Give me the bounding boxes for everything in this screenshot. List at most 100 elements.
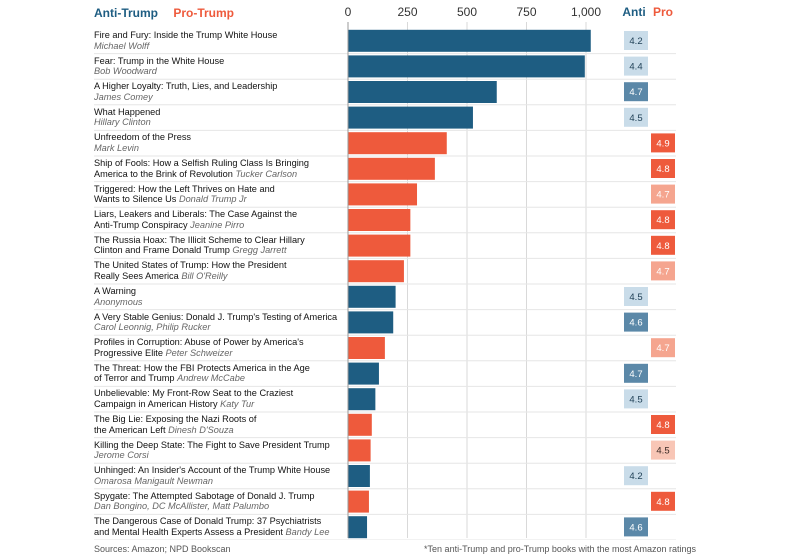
book-title-line2: Anti-Trump Conspiracy Jeanine Pirro bbox=[94, 220, 339, 231]
bar bbox=[348, 516, 368, 539]
rating-badge bbox=[651, 235, 675, 255]
rating-value: 4.7 bbox=[656, 190, 669, 201]
book-label: Triggered: How the Left Thrives on Hate … bbox=[94, 184, 339, 205]
rating-badge bbox=[651, 415, 675, 434]
rating-badge bbox=[624, 363, 648, 383]
book-author: James Comey bbox=[94, 91, 153, 102]
book-author: Mark Levin bbox=[94, 142, 139, 153]
rating-badge bbox=[624, 389, 648, 409]
book-title-line2: Michael Wolff bbox=[94, 41, 339, 52]
rating-value: 4.4 bbox=[629, 62, 642, 73]
footnote: *Ten anti-Trump and pro-Trump books with… bbox=[424, 544, 696, 554]
rating-value: 4.7 bbox=[629, 87, 642, 98]
bar-chart: 0 250 500 750 1,000 Anti Pro 4.2 4.4 4.7 4.5 4.9 4.8… bbox=[94, 5, 676, 540]
book-label: The Threat: How the FBI Protects America… bbox=[94, 363, 339, 384]
book-title-cont: Campaign in American History bbox=[94, 398, 221, 409]
book-label: Unfreedom of the Press Mark Levin bbox=[94, 132, 339, 153]
book-title-line2: of Terror and Trump Andrew McCabe bbox=[94, 373, 339, 384]
book-title: Unfreedom of the Press bbox=[94, 132, 192, 143]
book-title: Liars, Leakers and Liberals: The Case Ag… bbox=[94, 209, 298, 220]
x-tick-label: 1,000 bbox=[571, 5, 601, 19]
book-title-line2: and Mental Health Experts Assess a Presi… bbox=[94, 527, 339, 538]
rating-value: 4.8 bbox=[656, 497, 669, 508]
book-title-line2: James Comey bbox=[94, 92, 339, 103]
book-title: The United States of Trump: How the Pres… bbox=[94, 260, 287, 271]
rating-value: 4.6 bbox=[629, 522, 642, 533]
book-title-line2: Jerome Corsi bbox=[94, 450, 339, 461]
book-title: Fear: Trump in the White House bbox=[94, 55, 225, 66]
ratings-header-anti: Anti bbox=[622, 5, 645, 19]
legend: Anti-Trump Pro-Trump bbox=[94, 6, 246, 20]
book-author: Bill O'Reilly bbox=[181, 270, 228, 281]
rating-badge bbox=[651, 261, 675, 281]
bar bbox=[348, 209, 411, 231]
book-author: Andrew McCabe bbox=[177, 373, 245, 384]
book-author: Katy Tur bbox=[220, 398, 255, 409]
bar bbox=[348, 465, 370, 487]
rating-badge bbox=[624, 312, 648, 332]
book-title: Fire and Fury: Inside the Trump White Ho… bbox=[94, 30, 278, 40]
book-title: A Warning bbox=[94, 286, 137, 296]
book-author: Tucker Carlson bbox=[235, 168, 298, 179]
source-note: Sources: Amazon; NPD Bookscan bbox=[94, 544, 231, 554]
rating-badge bbox=[651, 159, 675, 178]
book-title-line2: Omarosa Manigault Newman bbox=[94, 476, 339, 487]
book-title-line2: Hillary Clinton bbox=[94, 117, 339, 128]
book-author: Bandy Lee bbox=[285, 526, 330, 537]
book-title: Unbelievable: My Front-Row Seat to the C… bbox=[94, 388, 294, 399]
book-title-line2: Mark Levin bbox=[94, 143, 339, 154]
book-title-cont: Wants to Silence Us bbox=[94, 194, 179, 205]
rating-value: 4.2 bbox=[629, 36, 642, 47]
book-label: A Higher Loyalty: Truth, Lies, and Leade… bbox=[94, 81, 339, 102]
book-title-cont: of Terror and Trump bbox=[94, 373, 178, 384]
rating-value: 4.5 bbox=[629, 292, 642, 303]
book-title-line2: America to the Brink of Revolution Tucke… bbox=[94, 169, 339, 180]
rating-badge bbox=[624, 31, 648, 50]
book-author: Carol Leonnig, Philip Rucker bbox=[94, 322, 211, 333]
rating-badge bbox=[651, 338, 675, 358]
book-title-line2: Progressive Elite Peter Schweizer bbox=[94, 348, 339, 359]
book-title: Profiles in Corruption: Abuse of Power b… bbox=[94, 337, 304, 348]
book-title: Triggered: How the Left Thrives on Hate … bbox=[94, 183, 275, 194]
rating-badge bbox=[651, 184, 675, 204]
rating-value: 4.7 bbox=[629, 369, 642, 380]
book-title-line2: Carol Leonnig, Philip Rucker bbox=[94, 322, 339, 333]
rating-badge bbox=[624, 466, 648, 486]
bar bbox=[348, 29, 591, 52]
rating-badge bbox=[624, 517, 648, 537]
book-title-cont: America to the Brink of Revolution bbox=[94, 168, 236, 179]
bar bbox=[348, 388, 376, 411]
bar bbox=[348, 362, 379, 385]
book-label: A Warning Anonymous bbox=[94, 286, 339, 307]
book-label: The Dangerous Case of Donald Trump: 37 P… bbox=[94, 516, 339, 537]
legend-pro: Pro-Trump bbox=[173, 6, 235, 20]
book-label: Killing the Deep State: The Fight to Sav… bbox=[94, 440, 339, 461]
legend-anti: Anti-Trump bbox=[94, 6, 158, 20]
rating-badge bbox=[651, 440, 675, 460]
rating-badge bbox=[651, 133, 675, 153]
book-title-cont: and Mental Health Experts Assess a Presi… bbox=[94, 526, 286, 537]
book-title-line2: Dan Bongino, DC McAllister, Matt Palumbo bbox=[94, 501, 339, 512]
book-author: Peter Schweizer bbox=[165, 347, 233, 358]
book-author: Jeanine Pirro bbox=[190, 219, 245, 230]
bar bbox=[348, 183, 418, 206]
rating-badge bbox=[624, 107, 648, 127]
book-title-cont: Progressive Elite bbox=[94, 347, 166, 358]
x-tick-label: 0 bbox=[345, 5, 352, 19]
bar bbox=[348, 311, 394, 334]
book-title-line2: the American Left Dinesh D'Souza bbox=[94, 425, 339, 436]
ratings-header-pro: Pro bbox=[653, 5, 673, 19]
book-title: A Very Stable Genius: Donald J. Trump's … bbox=[94, 311, 338, 322]
book-author: Dinesh D'Souza bbox=[168, 424, 234, 435]
book-title: The Threat: How the FBI Protects America… bbox=[94, 362, 310, 373]
rating-value: 4.2 bbox=[629, 471, 642, 482]
book-label: Unhinged: An Insider's Account of the Tr… bbox=[94, 465, 339, 486]
book-label: Unbelievable: My Front-Row Seat to the C… bbox=[94, 388, 339, 409]
x-tick-label: 750 bbox=[516, 5, 536, 19]
book-title: The Dangerous Case of Donald Trump: 37 P… bbox=[94, 516, 322, 527]
book-label: What Happened Hillary Clinton bbox=[94, 107, 339, 128]
bar bbox=[348, 157, 435, 180]
rating-badge bbox=[651, 491, 675, 511]
rating-badge bbox=[624, 56, 648, 76]
book-title-cont: Really Sees America bbox=[94, 270, 182, 281]
